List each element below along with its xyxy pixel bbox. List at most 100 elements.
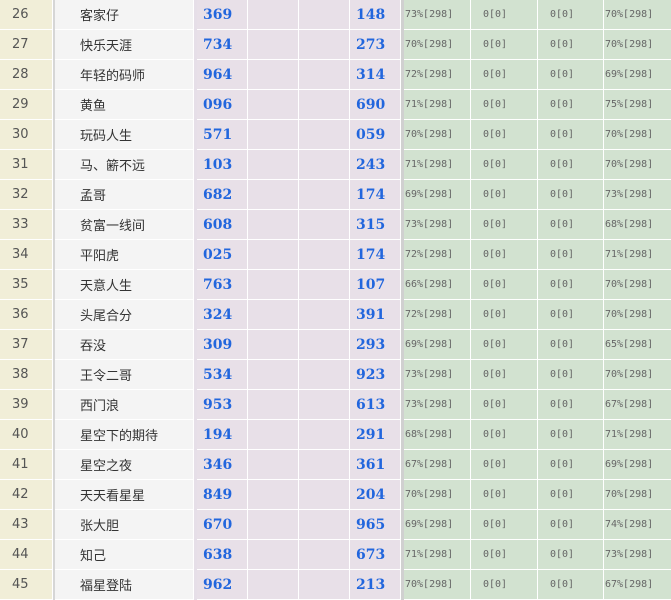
divider [53,120,55,150]
name-cell: 孟哥 [55,180,194,210]
divider [53,60,55,90]
number-cell: 204 [350,480,401,510]
divider [53,0,55,30]
name-cell: 贫富一线间 [55,210,194,240]
rank-cell: 31 [0,150,53,180]
number-cell [248,60,299,90]
divider [53,270,55,300]
count-cell: 0[0] [538,60,604,90]
count-cell: 0[0] [538,210,604,240]
divider [194,270,197,300]
number-cell [299,330,350,360]
divider [194,360,197,390]
number-cell: 673 [350,540,401,570]
number-cell: 923 [350,360,401,390]
percent-cell: 69%[298] [604,450,671,480]
count-cell: 0[0] [471,60,538,90]
percent-cell: 73%[298] [404,360,471,390]
number-cell [248,30,299,60]
percent-cell: 69%[298] [404,180,471,210]
table-row: 35 天意人生 763 107 66%[298] 0[0] 0[0] 70%[298] [0,270,671,300]
number-cell [299,120,350,150]
divider [194,540,197,570]
percent-cell: 73%[298] [404,210,471,240]
divider [194,90,197,120]
count-cell: 0[0] [538,240,604,270]
percent-cell: 67%[298] [604,570,671,600]
divider [53,360,55,390]
count-cell: 0[0] [471,360,538,390]
name-cell: 西门浪 [55,390,194,420]
percent-cell: 74%[298] [604,510,671,540]
count-cell: 0[0] [471,570,538,600]
table-row: 45 福星登陆 962 213 70%[298] 0[0] 0[0] 67%[298] [0,570,671,600]
count-cell: 0[0] [471,510,538,540]
number-cell [299,270,350,300]
percent-cell: 75%[298] [604,90,671,120]
number-cell: 571 [197,120,248,150]
number-cell [299,480,350,510]
rank-cell: 45 [0,570,53,600]
number-cell: 534 [197,360,248,390]
number-cell: 391 [350,300,401,330]
count-cell: 0[0] [471,210,538,240]
percent-cell: 67%[298] [604,390,671,420]
count-cell: 0[0] [538,480,604,510]
rank-cell: 37 [0,330,53,360]
number-cell: 293 [350,330,401,360]
table-row: 29 黄鱼 096 690 71%[298] 0[0] 0[0] 75%[298] [0,90,671,120]
percent-cell: 73%[298] [404,390,471,420]
percent-cell: 70%[298] [404,480,471,510]
percent-cell: 71%[298] [404,90,471,120]
number-cell [248,240,299,270]
count-cell: 0[0] [538,0,604,30]
percent-cell: 73%[298] [604,540,671,570]
percent-cell: 70%[298] [404,30,471,60]
percent-cell: 70%[298] [604,480,671,510]
number-cell: 213 [350,570,401,600]
name-cell: 马、簖不远 [55,150,194,180]
count-cell: 0[0] [538,90,604,120]
rank-cell: 28 [0,60,53,90]
percent-cell: 67%[298] [404,450,471,480]
number-cell [299,390,350,420]
number-cell [248,450,299,480]
count-cell: 0[0] [538,300,604,330]
number-cell: 096 [197,90,248,120]
divider [194,240,197,270]
name-cell: 快乐天涯 [55,30,194,60]
count-cell: 0[0] [471,390,538,420]
number-cell: 148 [350,0,401,30]
percent-cell: 68%[298] [404,420,471,450]
count-cell: 0[0] [538,120,604,150]
table-row: 27 快乐天涯 734 273 70%[298] 0[0] 0[0] 70%[298] [0,30,671,60]
rank-cell: 36 [0,300,53,330]
number-cell: 324 [197,300,248,330]
divider [194,30,197,60]
divider [401,150,404,180]
number-cell: 273 [350,30,401,60]
divider [401,180,404,210]
divider [53,30,55,60]
rank-cell: 40 [0,420,53,450]
number-cell [299,180,350,210]
divider [194,570,197,600]
divider [401,390,404,420]
rank-cell: 27 [0,30,53,60]
divider [194,300,197,330]
number-cell: 309 [197,330,248,360]
number-cell [248,150,299,180]
number-cell: 638 [197,540,248,570]
number-cell: 608 [197,210,248,240]
table-row: 38 王令二哥 534 923 73%[298] 0[0] 0[0] 70%[298] [0,360,671,390]
number-cell [248,210,299,240]
number-cell: 361 [350,450,401,480]
number-cell [248,0,299,30]
percent-cell: 70%[298] [604,0,671,30]
divider [194,510,197,540]
number-cell [248,120,299,150]
divider [194,0,197,30]
count-cell: 0[0] [471,480,538,510]
number-cell [299,90,350,120]
number-cell: 059 [350,120,401,150]
